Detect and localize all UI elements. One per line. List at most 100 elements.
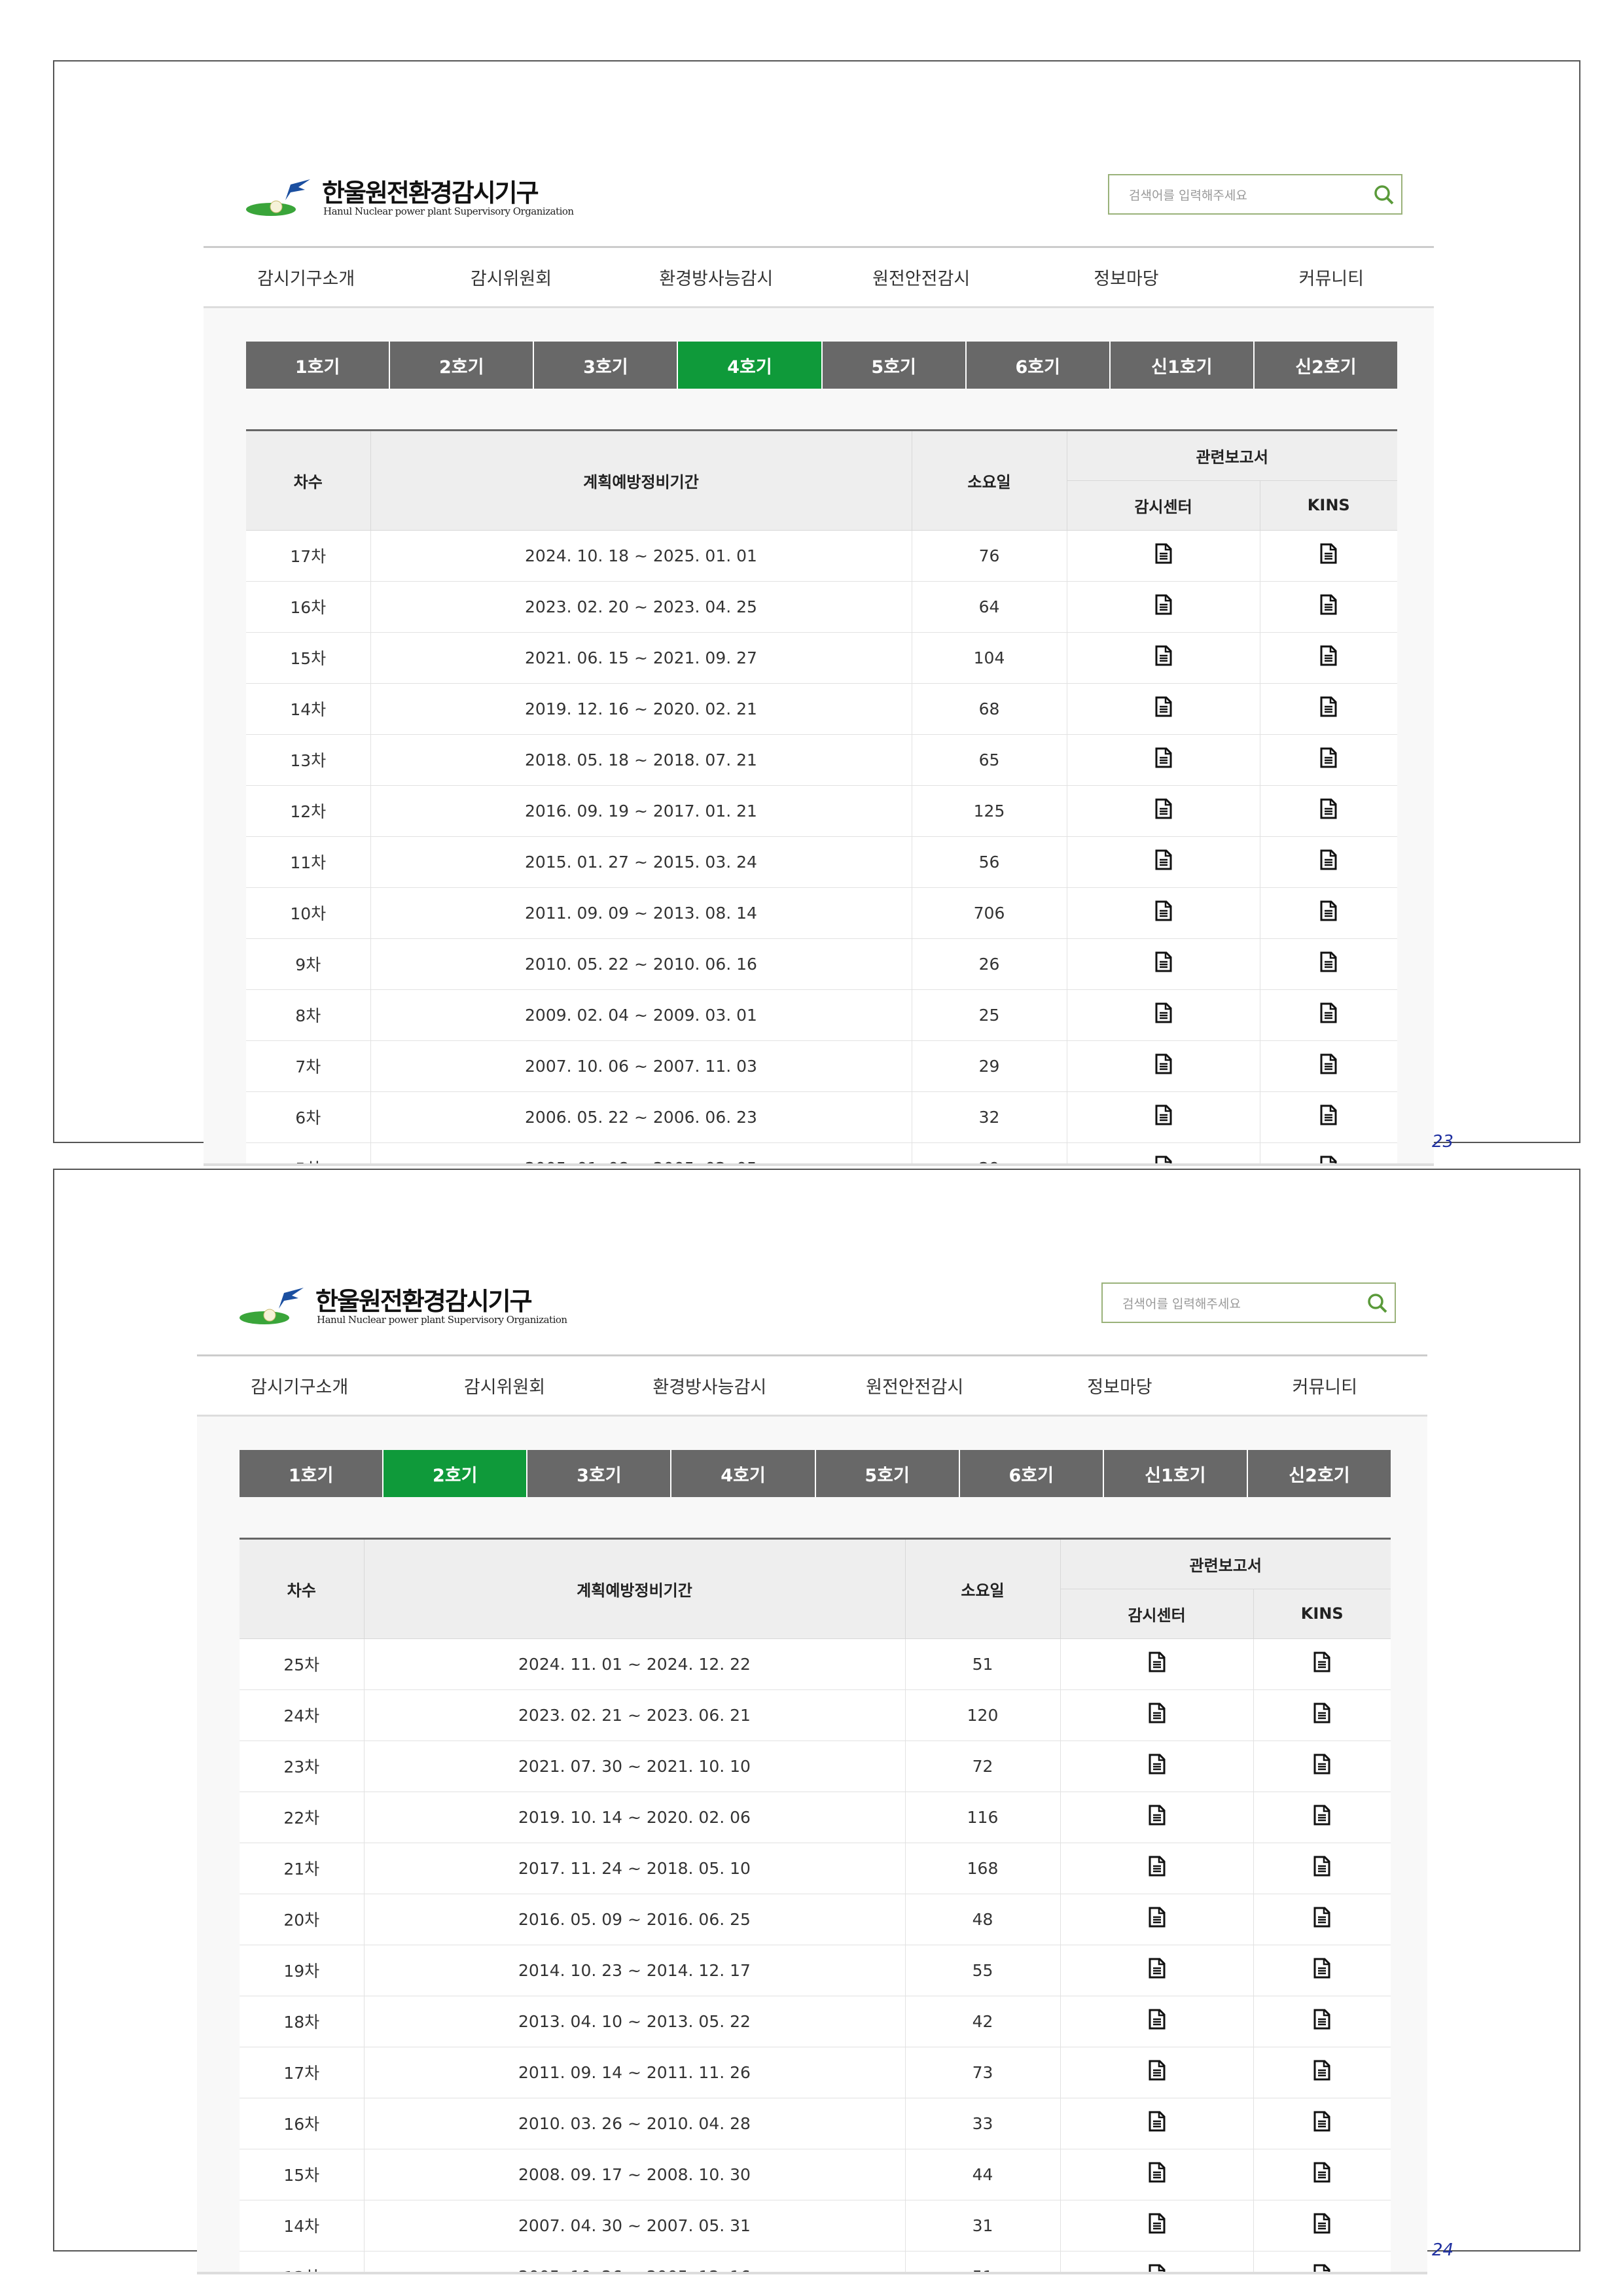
document-icon[interactable] (1149, 2162, 1166, 2187)
document-icon[interactable] (1149, 1703, 1166, 1727)
document-icon[interactable] (1320, 900, 1337, 925)
document-icon[interactable] (1320, 594, 1337, 619)
tab-unit[interactable]: 신2호기 (1247, 1450, 1391, 1497)
tab-unit[interactable]: 5호기 (815, 1450, 960, 1497)
search-icon[interactable] (1372, 183, 1396, 207)
document-icon[interactable] (1313, 1651, 1330, 1676)
document-icon[interactable] (1313, 2213, 1330, 2238)
cell-round: 20차 (240, 1893, 365, 1945)
document-icon[interactable] (1320, 696, 1337, 721)
tab-unit[interactable]: 신1호기 (1110, 342, 1255, 389)
tab-unit[interactable]: 3호기 (534, 342, 679, 389)
site-logo[interactable]: 한울원전환경감시기구 Hanul Nuclear power plant Supe… (238, 1281, 579, 1333)
document-icon[interactable] (1320, 1053, 1337, 1078)
nav-item[interactable]: 감시기구소개 (257, 269, 355, 289)
document-icon[interactable] (1313, 2060, 1330, 2085)
screenshot-page: 한울원전환경감시기구 Hanul Nuclear power plant Supe… (53, 1169, 1580, 2274)
document-icon[interactable] (1155, 951, 1172, 976)
tab-unit[interactable]: 6호기 (966, 342, 1111, 389)
nav-item[interactable]: 환경방사능감시 (652, 1377, 767, 1398)
nav-item[interactable]: 원전안전감시 (866, 1377, 964, 1398)
document-icon[interactable] (1313, 1856, 1330, 1881)
document-icon[interactable] (1320, 1002, 1337, 1027)
cell-round: 13차 (246, 733, 371, 786)
document-icon[interactable] (1155, 849, 1172, 874)
document-icon[interactable] (1155, 1002, 1172, 1027)
tab-unit[interactable]: 2호기 (383, 1450, 528, 1497)
document-icon[interactable] (1313, 2264, 1330, 2274)
document-icon[interactable] (1149, 2111, 1166, 2136)
document-icon[interactable] (1149, 2060, 1166, 2085)
document-icon[interactable] (1320, 849, 1337, 874)
nav-item[interactable]: 원전안전감시 (872, 269, 971, 289)
document-icon[interactable] (1320, 645, 1337, 670)
logo-title: 한울원전환경감시기구 (322, 179, 539, 207)
document-icon[interactable] (1149, 2213, 1166, 2238)
document-icon[interactable] (1149, 1856, 1166, 1881)
tab-unit[interactable]: 1호기 (240, 1450, 384, 1497)
tab-unit[interactable]: 5호기 (822, 342, 967, 389)
nav-item[interactable]: 감시위원회 (463, 1377, 546, 1398)
nav-item[interactable]: 환경방사능감시 (659, 269, 774, 289)
search-icon[interactable] (1366, 1292, 1389, 1315)
document-icon[interactable] (1149, 1958, 1166, 1983)
document-icon[interactable] (1155, 747, 1172, 772)
nav-item[interactable]: 커뮤니티 (1298, 269, 1364, 289)
cell-kins-report (1260, 1040, 1397, 1092)
document-icon[interactable] (1313, 1703, 1330, 1727)
document-icon[interactable] (1155, 1053, 1172, 1078)
cell-kins-report (1253, 2046, 1391, 2098)
cell-kins-report (1253, 1689, 1391, 1741)
document-icon[interactable] (1155, 900, 1172, 925)
table-row: 25차 2024. 11. 01 ~ 2024. 12. 22 51 (240, 1638, 1391, 1690)
tab-unit[interactable]: 1호기 (246, 342, 391, 389)
document-icon[interactable] (1149, 1805, 1166, 1829)
cell-round: 11차 (246, 836, 371, 888)
document-icon[interactable] (1155, 645, 1172, 670)
cell-round: 21차 (240, 1842, 365, 1894)
document-icon[interactable] (1149, 1754, 1166, 1778)
document-icon[interactable] (1149, 1651, 1166, 1676)
document-icon[interactable] (1320, 543, 1337, 568)
document-icon[interactable] (1313, 1907, 1330, 1932)
document-icon[interactable] (1320, 951, 1337, 976)
document-icon[interactable] (1155, 1156, 1172, 1165)
tab-unit[interactable]: 4호기 (678, 342, 823, 389)
document-icon[interactable] (1313, 1958, 1330, 1983)
nav-item[interactable]: 정보마당 (1087, 1377, 1152, 1398)
nav-item[interactable]: 정보마당 (1094, 269, 1159, 289)
cell-kins-report (1260, 733, 1397, 786)
document-icon[interactable] (1155, 798, 1172, 823)
document-icon[interactable] (1155, 1104, 1172, 1129)
document-icon[interactable] (1149, 2009, 1166, 2034)
tab-unit[interactable]: 신2호기 (1254, 342, 1397, 389)
document-icon[interactable] (1313, 2111, 1330, 2136)
nav-item[interactable]: 커뮤니티 (1292, 1377, 1357, 1398)
document-icon[interactable] (1320, 747, 1337, 772)
nav-item[interactable]: 감시위원회 (470, 269, 552, 289)
document-icon[interactable] (1313, 2009, 1330, 2034)
search-input[interactable] (1116, 1289, 1354, 1316)
tab-unit[interactable]: 4호기 (671, 1450, 816, 1497)
tab-unit[interactable]: 3호기 (527, 1450, 672, 1497)
document-icon[interactable] (1320, 1104, 1337, 1129)
document-icon[interactable] (1155, 594, 1172, 619)
tab-unit[interactable]: 6호기 (959, 1450, 1104, 1497)
document-icon[interactable] (1155, 696, 1172, 721)
cell-kins-report (1260, 836, 1397, 888)
document-icon[interactable] (1320, 798, 1337, 823)
nav-item[interactable]: 감시기구소개 (251, 1377, 349, 1398)
search-input[interactable] (1122, 181, 1361, 208)
site-logo[interactable]: 한울원전환경감시기구 Hanul Nuclear power plant Supe… (245, 173, 585, 225)
document-icon[interactable] (1149, 2264, 1166, 2274)
document-icon[interactable] (1149, 1907, 1166, 1932)
document-icon[interactable] (1313, 2162, 1330, 2187)
document-icon[interactable] (1313, 1754, 1330, 1778)
cell-kins-report (1260, 1142, 1397, 1165)
tab-unit[interactable]: 신1호기 (1103, 1450, 1248, 1497)
document-icon[interactable] (1155, 543, 1172, 568)
document-icon[interactable] (1313, 1805, 1330, 1829)
tab-unit[interactable]: 2호기 (390, 342, 535, 389)
page-number: 24 (1432, 2240, 1454, 2260)
document-icon[interactable] (1320, 1156, 1337, 1165)
